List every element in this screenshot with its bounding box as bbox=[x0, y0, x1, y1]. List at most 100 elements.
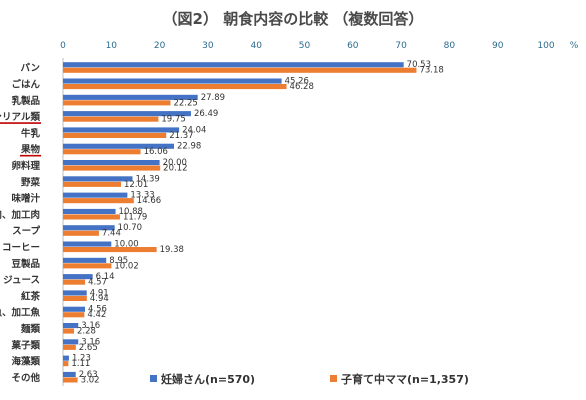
data-label: 3.02 bbox=[81, 375, 100, 385]
x-tick-label: 20 bbox=[154, 41, 166, 51]
data-label: 10.70 bbox=[118, 223, 142, 233]
data-label: 21.37 bbox=[169, 131, 193, 141]
data-label: 11.79 bbox=[123, 212, 147, 222]
data-label: 45.26 bbox=[285, 77, 309, 87]
category-label: 卵料理 bbox=[11, 160, 40, 172]
data-label: 7.44 bbox=[102, 229, 121, 239]
data-label: 12.01 bbox=[124, 180, 148, 190]
bar bbox=[63, 208, 116, 214]
category-label: 豆製品 bbox=[11, 258, 40, 270]
bar bbox=[63, 230, 99, 236]
category-label: 菓子類 bbox=[10, 339, 40, 351]
bar bbox=[63, 306, 86, 312]
data-label: 1.23 bbox=[72, 354, 91, 364]
bar bbox=[63, 62, 404, 68]
bar bbox=[63, 149, 141, 155]
bar bbox=[63, 377, 78, 383]
data-label: 26.49 bbox=[194, 109, 218, 119]
data-label: 10.00 bbox=[114, 240, 138, 250]
data-label: 73.18 bbox=[419, 66, 443, 76]
data-label: 4.57 bbox=[88, 278, 107, 288]
data-label: 46.28 bbox=[290, 82, 314, 92]
bar bbox=[63, 192, 128, 198]
x-tick-label: 80 bbox=[444, 41, 456, 51]
data-label: 2.65 bbox=[79, 343, 98, 353]
category-label: シリアル類 bbox=[0, 111, 40, 123]
bar bbox=[63, 263, 112, 269]
category-label: 味噌汁 bbox=[11, 193, 40, 205]
data-label: 20.12 bbox=[163, 164, 187, 174]
bar bbox=[63, 78, 282, 84]
data-label: 10.88 bbox=[119, 207, 143, 217]
category-label: 野菜 bbox=[21, 176, 41, 188]
x-tick-label: 100 bbox=[537, 41, 554, 51]
data-label: 4.56 bbox=[88, 305, 107, 315]
category-label: 麺類 bbox=[20, 323, 41, 335]
data-label: 6.14 bbox=[96, 272, 115, 282]
bar bbox=[63, 160, 160, 166]
data-label: 16.06 bbox=[144, 147, 168, 157]
x-tick-label: 90 bbox=[492, 41, 504, 51]
bar bbox=[63, 214, 120, 220]
data-label: 19.38 bbox=[160, 245, 184, 255]
bar bbox=[63, 328, 75, 334]
bar bbox=[63, 181, 122, 187]
bar bbox=[63, 295, 87, 301]
bar bbox=[63, 94, 198, 100]
bar bbox=[63, 274, 93, 280]
x-tick-label: 40 bbox=[250, 41, 262, 51]
bar bbox=[63, 241, 112, 247]
bar bbox=[63, 127, 180, 133]
x-tick-label: 60 bbox=[347, 41, 359, 51]
bar bbox=[63, 176, 133, 182]
x-tick-label: 50 bbox=[299, 41, 311, 51]
data-label: 14.66 bbox=[137, 196, 161, 206]
bar bbox=[63, 279, 86, 285]
bar bbox=[63, 116, 159, 122]
legend-label: 子育て中ママ(n=1,357) bbox=[341, 372, 469, 386]
bar bbox=[63, 339, 79, 345]
category-label: ごはん bbox=[11, 78, 40, 90]
bar bbox=[63, 355, 69, 361]
bar bbox=[63, 312, 85, 318]
data-label: 2.63 bbox=[79, 370, 98, 380]
category-label: 魚、加工魚 bbox=[0, 307, 40, 319]
bar bbox=[63, 225, 115, 231]
data-label: 22.98 bbox=[177, 142, 201, 152]
category-label: パン bbox=[21, 62, 40, 74]
data-label: 4.42 bbox=[87, 310, 106, 320]
bar bbox=[63, 84, 287, 90]
x-axis-ticks: 0 10 20 30 40 50 60 70 80 90 100 bbox=[60, 41, 555, 51]
x-tick-label: 30 bbox=[202, 41, 214, 51]
x-tick-label: 0 bbox=[60, 41, 66, 51]
bar bbox=[63, 257, 107, 263]
data-label: 3.16 bbox=[81, 337, 100, 347]
bar bbox=[63, 290, 87, 296]
data-label: 70.53 bbox=[407, 60, 431, 70]
legend-swatch bbox=[330, 375, 337, 382]
bar bbox=[63, 361, 69, 367]
unit-label: % bbox=[570, 41, 579, 51]
legend-label: 妊婦さん(n=570) bbox=[161, 372, 255, 386]
chart-title: （図2） 朝食内容の比較 （複数回答） bbox=[163, 10, 424, 28]
bar bbox=[63, 323, 79, 329]
data-label: 3.16 bbox=[81, 321, 100, 331]
legend: 妊婦さん(n=570) 子育て中ママ(n=1,357) bbox=[150, 372, 469, 386]
data-label: 22.25 bbox=[173, 98, 197, 108]
bar bbox=[63, 247, 157, 253]
data-label: 4.91 bbox=[90, 288, 109, 298]
legend-swatch bbox=[150, 375, 157, 382]
data-label: 1.11 bbox=[71, 359, 90, 369]
data-label: 24.04 bbox=[182, 125, 206, 135]
bar bbox=[63, 198, 134, 204]
bar bbox=[63, 344, 76, 350]
category-label: 紅茶 bbox=[21, 290, 41, 302]
category-label: 海藻類 bbox=[11, 356, 40, 368]
bar bbox=[63, 143, 174, 149]
bar bbox=[63, 100, 171, 106]
data-label: 2.28 bbox=[77, 327, 96, 337]
x-tick-label: 70 bbox=[395, 41, 407, 51]
x-tick-label: 10 bbox=[106, 41, 118, 51]
